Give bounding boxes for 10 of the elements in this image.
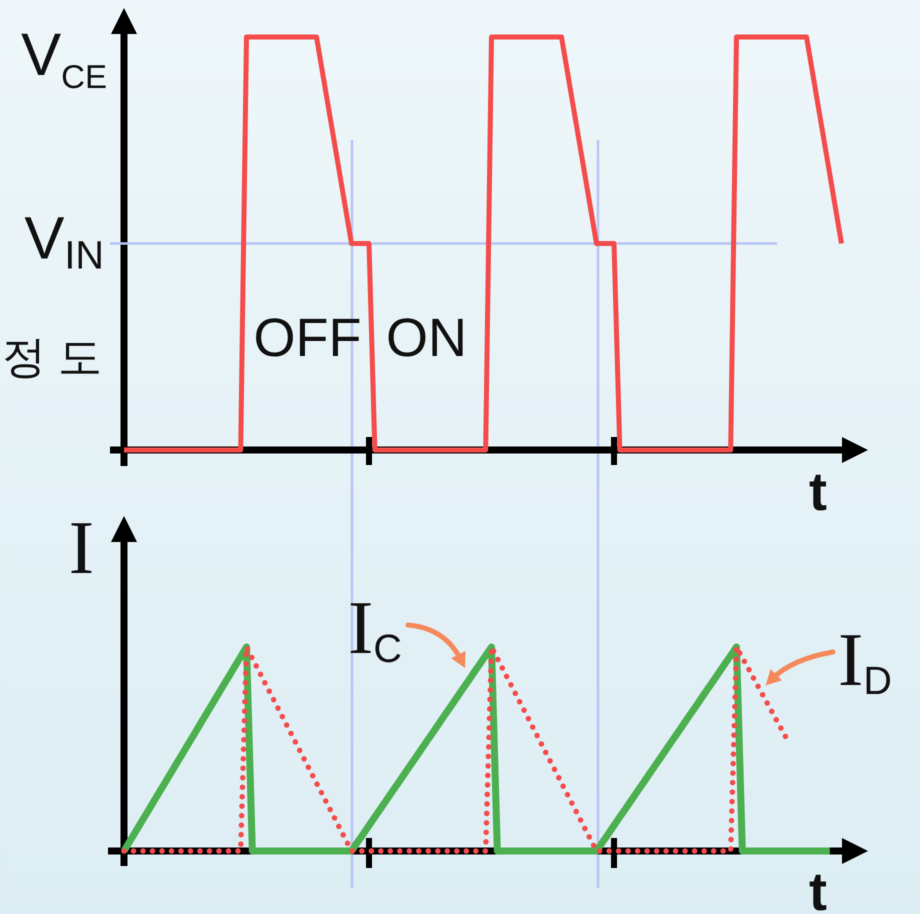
ref-line-label: V$_{IN}$ (24, 204, 104, 278)
annotation: OFF (254, 308, 362, 368)
y-axis-title: I (68, 506, 94, 590)
x-axis-title: t (809, 862, 828, 914)
series-label: I$_{D}$ (838, 618, 892, 703)
annotation: ON (386, 308, 467, 368)
series-label: I$_{C}$ (348, 586, 402, 671)
x-axis-title: t (809, 462, 828, 522)
text: V$_{CE}$ (21, 21, 107, 95)
text: 정 도 (2, 333, 102, 382)
